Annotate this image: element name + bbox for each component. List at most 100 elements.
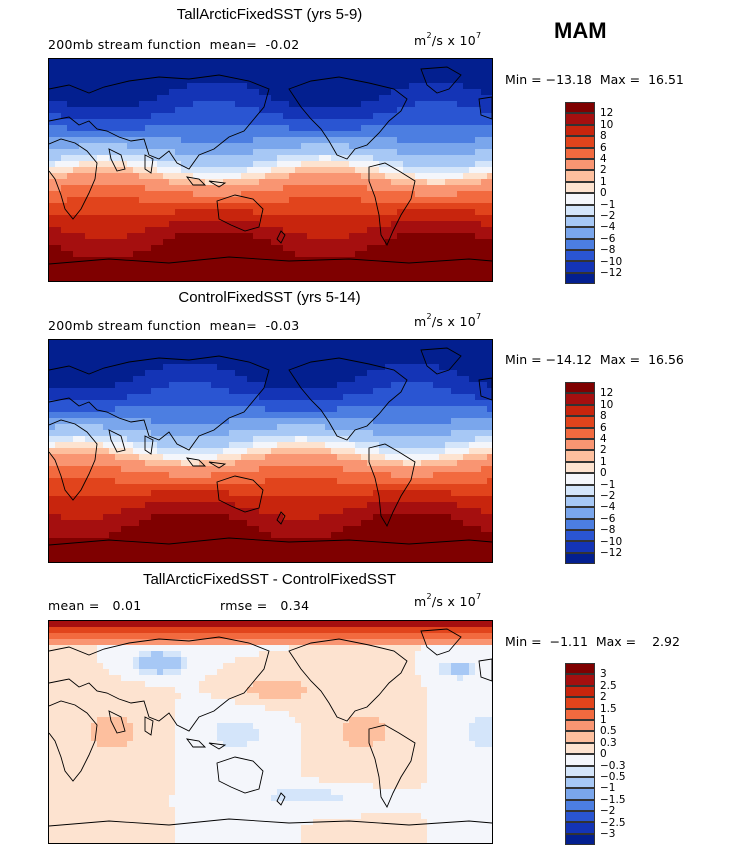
contour-cell [307, 143, 314, 150]
contour-cell [79, 502, 86, 509]
contour-cell [175, 376, 182, 383]
contour-cell [385, 185, 392, 192]
contour-cell [115, 239, 122, 246]
contour-cell [265, 508, 272, 515]
contour-cell [193, 203, 200, 210]
contour-cell [175, 245, 182, 252]
colorbar-swatch [565, 147, 595, 159]
contour-cell [253, 376, 260, 383]
contour-cell [79, 191, 86, 198]
contour-cell [265, 233, 272, 240]
contour-cell [103, 340, 110, 347]
contour-cell [277, 448, 284, 455]
contour-cell [337, 251, 344, 258]
contour-cell [349, 448, 356, 455]
contour-cell [229, 388, 236, 395]
contour-cell [379, 418, 386, 425]
contour-cell [265, 77, 272, 84]
contour-cell [193, 406, 200, 413]
contour-cell [397, 269, 404, 276]
contour-cell [91, 490, 98, 497]
contour-cell [253, 346, 260, 353]
contour-cell [421, 77, 428, 84]
contour-cell [337, 376, 344, 383]
contour-cell [109, 346, 116, 353]
contour-cell [145, 209, 152, 216]
contour-cell [223, 245, 230, 252]
contour-cell [61, 173, 68, 180]
contour-cell [325, 478, 332, 485]
contour-cell [475, 197, 482, 204]
contour-cell [391, 382, 398, 389]
contour-cell [241, 430, 248, 437]
contour-cell [379, 436, 386, 443]
contour-cell [385, 448, 392, 455]
contour-cell [205, 167, 212, 174]
contour-cell [295, 191, 302, 198]
contour-cell [235, 185, 242, 192]
contour-cell [289, 275, 296, 281]
contour-cell [307, 95, 314, 102]
contour-cell [145, 107, 152, 114]
contour-cell [403, 233, 410, 240]
contour-cell [133, 227, 140, 234]
contour-cell [361, 221, 368, 228]
contour-cell [175, 167, 182, 174]
contour-cell [259, 376, 266, 383]
contour-cell [463, 107, 470, 114]
contour-cell [295, 484, 302, 491]
contour-cell [409, 340, 416, 347]
contour-cell [145, 59, 152, 66]
contour-cell [133, 71, 140, 78]
colorbar-tick-label: −12 [600, 267, 623, 279]
contour-cell [55, 430, 62, 437]
contour-cell [187, 251, 194, 258]
contour-cell [439, 203, 446, 210]
contour-cell [109, 167, 116, 174]
contour-cell [109, 340, 116, 347]
contour-cell [457, 65, 464, 72]
contour-cell [181, 65, 188, 72]
contour-cell [409, 131, 416, 138]
contour-cell [103, 185, 110, 192]
contour-cell [487, 340, 492, 347]
contour-cell [343, 400, 350, 407]
contour-cell [199, 376, 206, 383]
contour-cell [379, 215, 386, 222]
contour-cell [67, 394, 74, 401]
contour-cell [193, 400, 200, 407]
contour-cell [271, 173, 278, 180]
contour-cell [379, 263, 386, 270]
contour-cell [391, 65, 398, 72]
contour-cell [349, 203, 356, 210]
contour-cell [307, 161, 314, 168]
contour-cell [265, 454, 272, 461]
contour-cell [451, 346, 458, 353]
contour-cell [247, 179, 254, 186]
contour-cell [469, 394, 476, 401]
contour-cell [421, 179, 428, 186]
contour-cell [217, 484, 224, 491]
contour-cell [391, 412, 398, 419]
contour-cell [121, 179, 128, 186]
contour-cell [373, 263, 380, 270]
contour-cell [79, 71, 86, 78]
contour-cell [373, 442, 380, 449]
contour-cell [223, 59, 230, 66]
contour-cell [259, 65, 266, 72]
contour-cell [247, 466, 254, 473]
contour-cell [223, 484, 230, 491]
contour-cell [475, 107, 482, 114]
contour-cell [391, 227, 398, 234]
contour-cell [193, 83, 200, 90]
contour-cell [193, 358, 200, 365]
contour-cell [379, 400, 386, 407]
contour-cell [391, 364, 398, 371]
contour-cell [301, 472, 308, 479]
contour-cell [97, 412, 104, 419]
contour-cell [61, 406, 68, 413]
contour-cell [439, 382, 446, 389]
contour-cell [241, 215, 248, 222]
contour-cell [439, 95, 446, 102]
contour-cell [301, 502, 308, 509]
